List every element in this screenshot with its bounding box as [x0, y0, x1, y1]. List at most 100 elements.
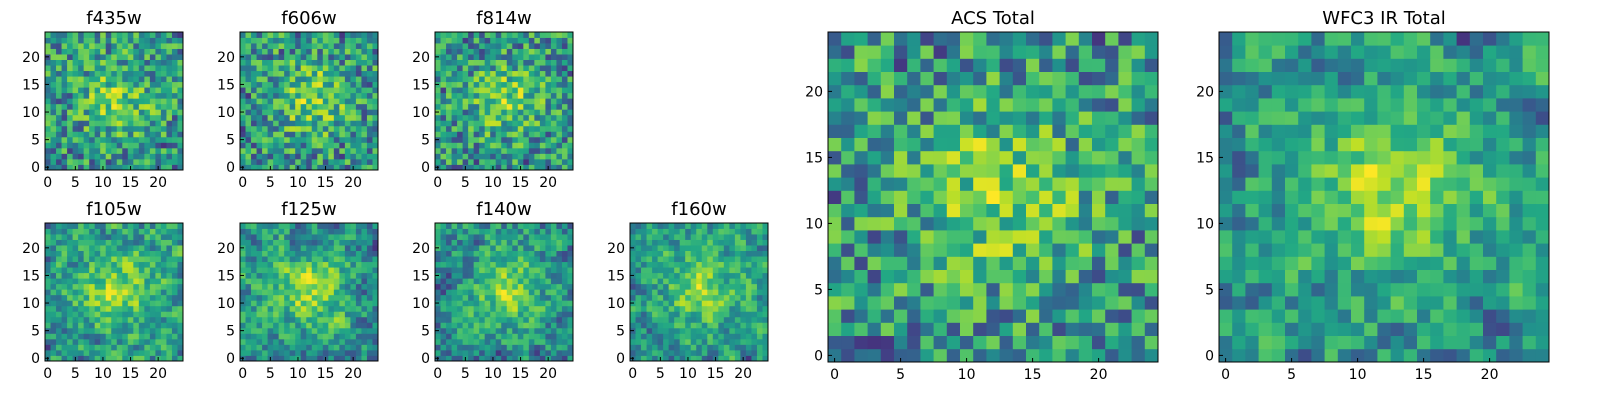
heatmap-cell	[690, 261, 697, 268]
heatmap-cell	[111, 333, 118, 340]
heatmap-cell	[457, 234, 463, 240]
heatmap-cell	[284, 338, 291, 345]
heatmap-cell	[262, 131, 268, 138]
y-tick-label: 0	[31, 351, 40, 367]
heatmap-cell	[306, 305, 313, 312]
heatmap-cell	[539, 142, 546, 149]
heatmap-cell	[300, 234, 307, 240]
heatmap-cell	[56, 261, 62, 268]
heatmap-cell	[462, 153, 469, 160]
heatmap-cell	[657, 234, 664, 240]
heatmap-cell	[523, 261, 530, 268]
heatmap-cell	[111, 70, 118, 77]
heatmap-cell	[89, 153, 96, 160]
heatmap-cell	[528, 43, 535, 49]
heatmap-cell	[523, 120, 530, 127]
heatmap-cell	[762, 311, 769, 318]
heatmap-cell	[344, 316, 351, 323]
heatmap-cell	[262, 81, 268, 88]
heatmap-cell	[501, 87, 508, 94]
heatmap-cell	[177, 349, 184, 356]
heatmap-cell	[630, 239, 636, 246]
heatmap-cell	[440, 327, 447, 334]
heatmap-cell	[83, 250, 90, 257]
heatmap-cell	[561, 272, 568, 279]
heatmap-cell	[333, 114, 340, 121]
heatmap-cell	[473, 70, 480, 77]
heatmap-cell	[72, 322, 79, 329]
heatmap-cell	[528, 147, 535, 154]
heatmap-cell	[567, 316, 574, 323]
heatmap-cell	[45, 228, 51, 235]
heatmap-cell	[311, 120, 318, 127]
heatmap-cell	[149, 54, 156, 60]
heatmap-cell	[1092, 230, 1106, 244]
heatmap-cell	[116, 125, 123, 132]
heatmap-cell	[490, 344, 497, 351]
heatmap-cell	[734, 239, 741, 246]
heatmap-cell	[933, 137, 948, 152]
heatmap-cell	[440, 223, 447, 229]
heatmap-cell	[256, 223, 263, 229]
heatmap-cell	[517, 272, 524, 279]
heatmap-cell	[539, 32, 546, 38]
heatmap-cell	[457, 87, 463, 94]
heatmap-cell	[1039, 150, 1053, 165]
heatmap-cell	[490, 48, 497, 55]
heatmap-cell	[289, 54, 296, 60]
heatmap-cell	[166, 300, 173, 307]
heatmap-cell	[251, 87, 257, 94]
heatmap-cell	[490, 228, 497, 235]
heatmap-cell	[512, 256, 519, 263]
heatmap-cell	[630, 283, 636, 290]
heatmap-cell	[245, 294, 252, 301]
heatmap-cell	[361, 327, 368, 334]
heatmap-cell	[495, 327, 502, 334]
heatmap-cell	[45, 338, 51, 345]
heatmap-cell	[267, 289, 274, 296]
heatmap-cell	[1078, 230, 1093, 244]
heatmap-cell	[451, 289, 458, 296]
heatmap-cell	[177, 305, 184, 312]
heatmap-cell	[240, 147, 246, 154]
heatmap-cell	[89, 223, 96, 229]
heatmap-cell	[355, 289, 362, 296]
heatmap-cell	[350, 338, 357, 345]
heatmap-cell	[457, 289, 463, 296]
heatmap-cell	[105, 81, 112, 88]
heatmap-cell	[528, 333, 535, 340]
heatmap-cell	[284, 234, 291, 240]
heatmap-cell	[116, 98, 123, 105]
heatmap-cell	[701, 283, 708, 290]
heatmap-cell	[133, 43, 140, 49]
heatmap-cell	[344, 250, 351, 257]
heatmap-cell	[56, 65, 62, 72]
heatmap-cell	[674, 355, 681, 362]
heatmap-cell	[517, 344, 524, 351]
heatmap-cell	[734, 250, 741, 257]
heatmap-cell	[339, 239, 346, 246]
heatmap-cell	[94, 81, 101, 88]
heatmap-cell	[144, 305, 151, 312]
heatmap-cell	[138, 114, 145, 121]
heatmap-cell	[457, 164, 463, 171]
heatmap-cell	[155, 223, 162, 229]
heatmap-cell	[539, 136, 546, 143]
heatmap-cell	[251, 283, 257, 290]
heatmap-cell	[317, 322, 324, 329]
heatmap-cell	[501, 131, 508, 138]
heatmap-cell	[685, 239, 692, 246]
heatmap-cell	[328, 250, 335, 257]
heatmap-cell	[435, 311, 441, 318]
heatmap-cell	[361, 37, 368, 44]
heatmap-cell	[50, 261, 57, 268]
heatmap-cell	[880, 243, 895, 257]
heatmap-cell	[479, 256, 486, 263]
heatmap-cell	[295, 283, 302, 290]
heatmap-cell	[501, 120, 508, 127]
heatmap-cell	[355, 120, 362, 127]
heatmap-cell	[278, 333, 285, 340]
heatmap-cell	[517, 234, 524, 240]
heatmap-cell	[685, 327, 692, 334]
heatmap-cell	[446, 294, 452, 301]
